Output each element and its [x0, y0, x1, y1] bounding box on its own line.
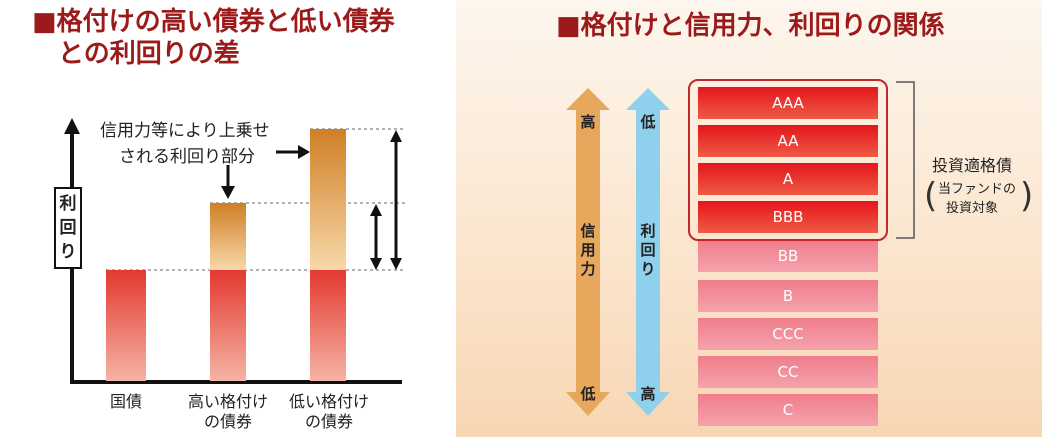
rating-bbb: BBB — [698, 201, 878, 233]
category-label-low: 低い格付け の債券 — [288, 392, 369, 431]
y-axis-arrow-icon — [64, 118, 80, 134]
rating-aa: AA — [698, 125, 878, 157]
double-arrow-large-bottom-icon — [390, 258, 402, 270]
right-title: ■格付けと信用力、利回りの関係 — [556, 11, 945, 41]
bar-govt-bond — [106, 270, 146, 381]
yield-bottom-label: 高 — [640, 385, 656, 403]
double-arrow-small-top-icon — [370, 204, 382, 216]
category-label-govt: 国債 — [109, 392, 142, 411]
credit-top-label: 高 — [580, 113, 596, 131]
double-arrow-small-bottom-icon — [370, 258, 382, 270]
y-axis-label-box — [54, 187, 82, 269]
yield-middle-label: 利 回 り — [640, 222, 656, 278]
credit-bottom-label: 低 — [580, 385, 596, 403]
relation-arrows — [566, 88, 670, 416]
yield-top-label: 低 — [640, 113, 656, 131]
rating-aaa: AAA — [698, 87, 878, 119]
bar-high-rated-base — [210, 270, 246, 381]
category-label-high: 高い格付け の債券 — [187, 392, 268, 431]
rating-b: B — [698, 280, 878, 312]
investment-grade-outline — [688, 79, 888, 241]
investment-grade-bracket — [896, 81, 915, 239]
rating-bb: BB — [698, 240, 878, 272]
right-arrow-icon — [298, 145, 310, 159]
rating-ccc: CCC — [698, 318, 878, 350]
credit-arrow-icon — [566, 88, 610, 416]
annotation-line1: 信用力等により上乗せ — [100, 121, 270, 141]
bar-high-rated-premium — [210, 203, 246, 270]
investment-grade-label: 投資適格債 — [932, 156, 1013, 175]
yield-arrow-icon — [626, 88, 670, 416]
left-title-line1: ■格付けの高い債券と低い債券 — [32, 7, 395, 37]
bar-low-rated-premium — [310, 129, 346, 270]
y-axis-label: 利 回 り — [59, 194, 77, 262]
fund-target-note: ( 当ファンドの 投資対象 ) — [924, 176, 1034, 216]
yield-chart — [54, 118, 405, 384]
rating-cc: CC — [698, 356, 878, 388]
double-arrow-large-top-icon — [390, 130, 402, 142]
credit-middle-label: 信 用 力 — [580, 222, 596, 278]
rating-c: C — [698, 394, 878, 426]
annotation-line2: される利回り部分 — [119, 147, 255, 167]
down-arrow-icon — [221, 186, 235, 199]
rating-a: A — [698, 163, 878, 195]
bar-low-rated-base — [310, 270, 346, 381]
left-title-line2: との利回りの差 — [58, 39, 240, 69]
